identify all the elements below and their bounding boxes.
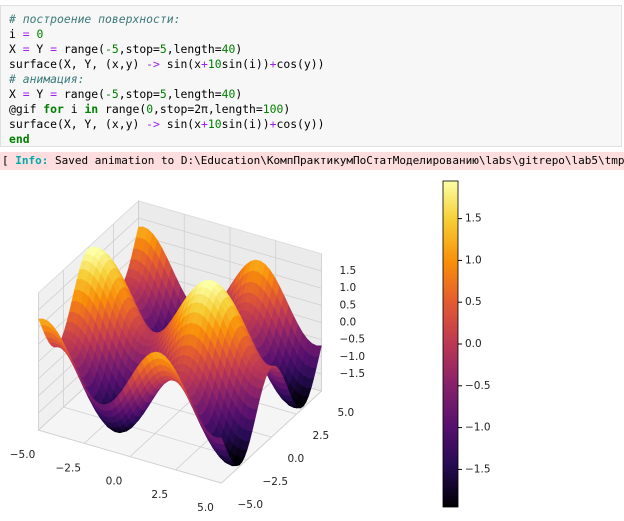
y-tick-label: 5.0 bbox=[338, 407, 355, 419]
code-token: = bbox=[22, 27, 30, 41]
code-token: sin(x bbox=[159, 117, 202, 131]
colorbar-tick-label: −0.5 bbox=[465, 380, 491, 392]
colorbar bbox=[442, 180, 459, 508]
code-token: ,length= bbox=[166, 42, 222, 56]
colorbar-tick-label: −1.5 bbox=[465, 463, 491, 475]
code-token: i bbox=[9, 27, 23, 41]
code-token: ,stop=2π,length= bbox=[153, 102, 263, 116]
code-line: # анимация: bbox=[9, 72, 613, 87]
code-token: sin(i)) bbox=[221, 117, 270, 131]
code-token: 5 bbox=[159, 87, 167, 101]
code-token: = bbox=[22, 87, 30, 101]
code-token: 40 bbox=[221, 87, 236, 101]
code-token: 5 bbox=[159, 42, 167, 56]
code-token: range( bbox=[98, 102, 147, 116]
code-token: # анимация: bbox=[9, 72, 85, 86]
colorbar-tick-label: −1.0 bbox=[465, 422, 491, 434]
z-tick-label: 0.5 bbox=[340, 299, 357, 311]
code-token: range( bbox=[57, 42, 106, 56]
code-token: = bbox=[50, 87, 58, 101]
code-line: X = Y = range(-5,stop=5,length=40) bbox=[9, 87, 613, 102]
z-tick-label: −1.0 bbox=[340, 351, 366, 363]
code-token: X bbox=[9, 87, 23, 101]
code-token: sin(i)) bbox=[221, 57, 270, 71]
code-token: end bbox=[9, 132, 30, 146]
z-tick-label: −0.5 bbox=[340, 334, 366, 346]
code-token: for bbox=[43, 102, 64, 116]
code-token: 10 bbox=[207, 57, 222, 71]
code-token: ) bbox=[235, 87, 243, 101]
z-tick-label: 1.0 bbox=[340, 282, 357, 294]
code-token: = bbox=[50, 42, 58, 56]
surface bbox=[38, 226, 322, 467]
z-tick-label: −1.5 bbox=[340, 368, 366, 380]
code-token: in bbox=[84, 102, 99, 116]
y-tick-label: −5.0 bbox=[238, 499, 264, 511]
colorbar-tick-label: 1.5 bbox=[465, 213, 482, 225]
z-tick-label: 0.0 bbox=[340, 317, 357, 329]
code-token: 0 bbox=[36, 27, 44, 41]
code-line: i = 0 bbox=[9, 27, 613, 42]
x-tick-label: −5.0 bbox=[10, 449, 36, 461]
code-token: # построение поверхности: bbox=[9, 12, 181, 26]
code-token: ,stop= bbox=[118, 42, 160, 56]
z-tick-label: 1.5 bbox=[340, 265, 357, 277]
x-tick-label: −2.5 bbox=[56, 462, 82, 474]
code-token: + bbox=[201, 117, 208, 131]
code-token: ,length= bbox=[166, 87, 222, 101]
code-token: i bbox=[63, 102, 85, 116]
code-line: end bbox=[9, 132, 613, 147]
colorbar-tick-label: 1.0 bbox=[465, 254, 482, 266]
code-line: surface(X, Y, (x,y) -> sin(x+10sin(i))+c… bbox=[9, 117, 613, 132]
code-token: -> bbox=[146, 57, 160, 71]
code-token: + bbox=[201, 57, 208, 71]
code-token: X bbox=[9, 42, 23, 56]
info-output: [ Info: Saved animation to D:\Education\… bbox=[0, 152, 624, 170]
x-tick-label: 0.0 bbox=[106, 476, 123, 488]
code-token: = bbox=[22, 42, 30, 56]
code-token: ) bbox=[283, 102, 291, 116]
code-token: 10 bbox=[207, 117, 222, 131]
x-tick-label: 5.0 bbox=[197, 502, 214, 514]
code-token: @gif bbox=[9, 102, 44, 116]
code-token: surface(X, Y, (x,y) bbox=[9, 117, 147, 131]
code-token: ,stop= bbox=[118, 87, 160, 101]
code-token: ) bbox=[235, 42, 243, 56]
colorbar-tick-label: 0.0 bbox=[465, 338, 482, 350]
code-token: + bbox=[269, 117, 277, 131]
x-tick-label: 2.5 bbox=[151, 489, 168, 501]
code-token: 40 bbox=[221, 42, 236, 56]
code-token: cos(y)) bbox=[276, 117, 325, 131]
code-line: X = Y = range(-5,stop=5,length=40) bbox=[9, 42, 613, 57]
colorbar-tick-label: 0.5 bbox=[465, 296, 482, 308]
code-token: range( bbox=[57, 87, 106, 101]
code-token: surface(X, Y, (x,y) bbox=[9, 57, 147, 71]
grid-line bbox=[38, 292, 222, 484]
info-prefix: [ bbox=[2, 154, 16, 167]
surface-patch bbox=[216, 437, 225, 445]
grid-line bbox=[63, 269, 247, 461]
code-line: @gif for i in range(0,stop=2π,length=100… bbox=[9, 102, 613, 117]
info-label: Info: bbox=[15, 154, 49, 167]
code-token: 100 bbox=[262, 102, 284, 116]
code-token: -5 bbox=[105, 42, 119, 56]
info-message: Saved animation to D:\Education\КомпПрак… bbox=[48, 154, 624, 167]
code-token: sin(x bbox=[159, 57, 202, 71]
code-line: surface(X, Y, (x,y) -> sin(x+10sin(i))+c… bbox=[9, 57, 613, 72]
code-line: # построение поверхности: bbox=[9, 12, 613, 27]
code-token: 0 bbox=[146, 102, 154, 116]
code-token: -> bbox=[146, 117, 160, 131]
y-tick-label: 0.0 bbox=[288, 453, 305, 465]
grid-line bbox=[38, 217, 322, 311]
code-token: + bbox=[269, 57, 277, 71]
code-token: Y bbox=[29, 42, 51, 56]
y-tick-label: 2.5 bbox=[313, 430, 330, 442]
y-tick-label: −2.5 bbox=[263, 476, 289, 488]
code-token: Y bbox=[29, 87, 51, 101]
code-token: cos(y)) bbox=[276, 57, 325, 71]
code-token: -5 bbox=[105, 87, 119, 101]
